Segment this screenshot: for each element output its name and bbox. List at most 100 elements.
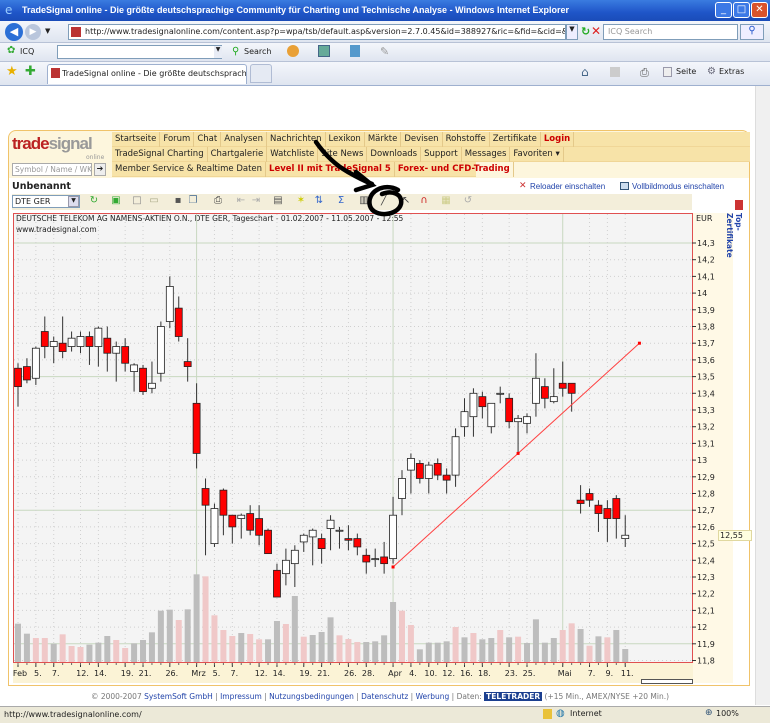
nav-tradesignal-charting[interactable]: TradeSignal Charting <box>112 147 208 162</box>
symbol-select[interactable]: DTE GER <box>12 195 80 208</box>
stop-icon[interactable]: ✕ <box>591 24 602 38</box>
undo-icon[interactable]: ↺ <box>463 195 473 206</box>
volume-bar <box>550 638 557 662</box>
chart-scrollbar[interactable] <box>641 679 693 684</box>
close-button[interactable]: ✕ <box>751 2 768 18</box>
symbol-go-button[interactable]: ➔ <box>94 163 106 176</box>
nav-favoriten[interactable]: Favoriten ▾ <box>510 147 564 162</box>
sidebar-toggle-icon[interactable] <box>735 200 743 210</box>
nav-login[interactable]: Login <box>541 132 575 147</box>
home-icon[interactable]: ⌂ <box>581 65 589 79</box>
sum-icon[interactable]: Σ <box>337 195 345 206</box>
history-dropdown-icon[interactable]: ▼ <box>45 27 51 35</box>
compare-icon[interactable]: ⇅ <box>314 195 324 206</box>
search-go-icon[interactable]: ⚲ <box>740 24 764 40</box>
vertical-scrollbar[interactable] <box>755 86 770 705</box>
nav-support[interactable]: Support <box>421 147 462 162</box>
tools-menu[interactable]: Extras <box>719 67 745 76</box>
icq-buddy-icon[interactable] <box>287 45 299 57</box>
y-tick-label: 13,7 <box>697 339 715 348</box>
clipboard-icon[interactable]: ▥ <box>359 195 369 206</box>
volume-bar <box>336 635 343 662</box>
symbol-select-dropdown-icon[interactable]: ▼ <box>68 196 79 207</box>
address-input[interactable]: http://www.tradesignalonline.com/content… <box>68 24 566 40</box>
print-icon[interactable]: ⎙ <box>640 66 649 79</box>
x-tick-label: 11. <box>621 669 634 678</box>
nav-lexikon[interactable]: Lexikon <box>326 132 365 147</box>
nav-maerkte[interactable]: Märkte <box>365 132 402 147</box>
footer-company-link[interactable]: SystemSoft GmbH <box>144 692 213 701</box>
nav-analysen[interactable]: Analysen <box>221 132 268 147</box>
add-favorite-icon[interactable]: ✚ <box>25 64 36 79</box>
nav-zertifikate[interactable]: Zertifikate <box>490 132 541 147</box>
volume-bar <box>122 648 129 662</box>
back-chart-icon[interactable]: ⇤ <box>236 195 246 206</box>
refresh-button[interactable]: ↻ <box>581 25 591 38</box>
icq-menu[interactable]: ICQ <box>20 47 35 56</box>
candle-body <box>585 493 594 501</box>
back-button[interactable]: ◀ <box>5 23 23 41</box>
volume-bar <box>140 640 147 662</box>
fullscreen-link[interactable]: Vollbildmodus einschalten <box>632 182 725 191</box>
trendline-tool-icon[interactable]: ╱ <box>380 195 388 206</box>
reloader-link[interactable]: Reloader einschalten <box>530 182 606 191</box>
forward-chart-icon[interactable]: ⇥ <box>251 195 261 206</box>
checkmark-icon[interactable] <box>318 45 330 57</box>
chart-type-icon[interactable]: ▤ <box>273 195 283 206</box>
footer-werbung[interactable]: Werbung <box>415 692 450 701</box>
user-icon[interactable] <box>350 45 360 57</box>
footer-datenschutz[interactable]: Datenschutz <box>361 692 409 701</box>
new-tab-button[interactable] <box>250 64 272 83</box>
address-dropdown-icon[interactable]: ▼ <box>566 24 578 40</box>
nav-devisen[interactable]: Devisen <box>401 132 443 147</box>
copy-icon[interactable]: ❐ <box>188 195 198 206</box>
tab-tradesignal[interactable]: TradeSignal online - Die größte deutschs… <box>47 64 247 84</box>
notes-icon[interactable]: ▦ <box>441 195 451 206</box>
volume-bar <box>148 632 155 662</box>
save-icon[interactable]: ▪ <box>174 195 182 206</box>
feeds-icon[interactable] <box>610 67 620 77</box>
nav-site-news[interactable]: Site News <box>318 147 368 162</box>
nav-chat[interactable]: Chat <box>194 132 222 147</box>
footer-impressum[interactable]: Impressum <box>220 692 262 701</box>
open-folder-icon[interactable]: ▭ <box>149 195 159 206</box>
cursor-icon[interactable]: ↖ <box>401 195 411 206</box>
candle-body <box>335 529 344 532</box>
maximize-button[interactable]: □ <box>733 2 750 18</box>
x-tick-label: 23. <box>505 669 518 678</box>
chart-area[interactable] <box>13 213 693 663</box>
magnet-icon[interactable]: ∩ <box>420 195 428 206</box>
icq-search-button[interactable]: Search <box>244 47 272 56</box>
minimize-button[interactable]: _ <box>715 2 732 18</box>
nav-chartgalerie[interactable]: Chartgalerie <box>208 147 268 162</box>
top-zertifikate-link[interactable]: Top-Zertifikate <box>725 213 743 258</box>
nav-downloads[interactable]: Downloads <box>367 147 422 162</box>
pen-icon[interactable]: ✎ <box>380 45 390 58</box>
nav-startseite[interactable]: Startseite <box>112 132 161 147</box>
tradesignal-logo[interactable]: tradesignal <box>12 134 93 153</box>
refresh-chart-icon[interactable]: ↻ <box>89 195 99 206</box>
print-chart-icon[interactable]: ⎙ <box>214 195 222 206</box>
ie-search-input[interactable]: ICQ Search <box>603 24 738 40</box>
nav-level-ii[interactable]: Level II mit TradeSignal 5 <box>266 162 395 177</box>
nav-member-service[interactable]: Member Service & Realtime Daten <box>112 162 267 177</box>
nav-forum[interactable]: Forum <box>160 132 195 147</box>
new-chart-icon[interactable]: □ <box>132 195 142 206</box>
forward-button[interactable]: ▶ <box>25 24 41 40</box>
symbol-search-input[interactable]: Symbol / Name / WKN <box>12 163 92 176</box>
nav-messages[interactable]: Messages <box>462 147 511 162</box>
favorites-star-icon[interactable]: ★ <box>6 64 18 79</box>
trendline-anchor <box>637 341 641 345</box>
zoom-level[interactable]: 100% <box>716 709 739 718</box>
nav-nachrichten[interactable]: Nachrichten <box>267 132 326 147</box>
footer-nutzungsbedingungen[interactable]: Nutzungsbedingungen <box>269 692 354 701</box>
page-menu[interactable]: Seite <box>676 67 697 76</box>
nav-rohstoffe[interactable]: Rohstoffe <box>443 132 490 147</box>
footer-delay: (+15 Min., AMEX/NYSE +20 Min.) <box>544 692 670 701</box>
nav-forex-cfd[interactable]: Forex- und CFD-Trading <box>395 162 514 177</box>
nav-watchliste[interactable]: Watchliste <box>267 147 319 162</box>
chart-settings-icon[interactable]: ▣ <box>111 195 121 206</box>
teletrader-logo[interactable]: TELETRADER <box>484 692 543 701</box>
icq-field-dropdown-icon[interactable]: ▼ <box>214 46 222 58</box>
indicator-icon[interactable]: ✶ <box>296 195 306 206</box>
